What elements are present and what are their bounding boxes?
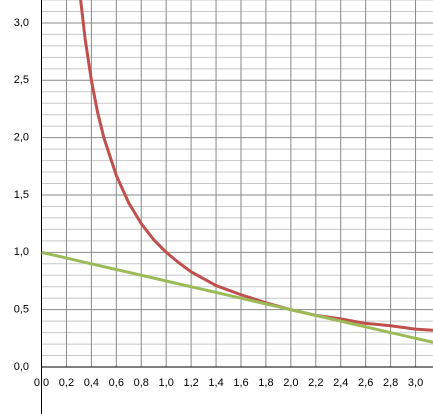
y-tick-label: 1,0 bbox=[14, 246, 29, 258]
y-tick-label: 2,0 bbox=[14, 132, 29, 144]
x-tick-label: 1,6 bbox=[233, 377, 248, 389]
line-series bbox=[79, 0, 433, 332]
plot-area bbox=[41, 0, 433, 344]
y-tick-label: 2,5 bbox=[14, 74, 29, 86]
x-tick-label: 2,0 bbox=[283, 377, 298, 389]
y-tick-label: 3,0 bbox=[14, 17, 29, 29]
x-tick-label: 1,8 bbox=[258, 377, 273, 389]
x-tick-label: 0,0 bbox=[34, 377, 49, 389]
y-tick-label: 1,5 bbox=[14, 189, 29, 201]
x-tick-label: 0,4 bbox=[84, 377, 99, 389]
x-tick-label: 0,8 bbox=[134, 377, 149, 389]
x-tick-label: 2,6 bbox=[358, 377, 373, 389]
x-tick-label: 2,8 bbox=[383, 377, 398, 389]
x-tick-label: 1,4 bbox=[208, 377, 223, 389]
x-tick-label: 2,2 bbox=[308, 377, 323, 389]
x-tick-label: 1,0 bbox=[159, 377, 174, 389]
line-series bbox=[41, 250, 433, 344]
x-tick-label: 3,0 bbox=[408, 377, 423, 389]
x-tick-label: 0,2 bbox=[59, 377, 74, 389]
x-tick-label: 0,6 bbox=[109, 377, 124, 389]
y-tick-label: 0,0 bbox=[14, 361, 29, 373]
x-tick-label: 2,4 bbox=[333, 377, 348, 389]
y-tick-label: 0,5 bbox=[14, 304, 29, 316]
x-tick-label: 1,2 bbox=[183, 377, 198, 389]
